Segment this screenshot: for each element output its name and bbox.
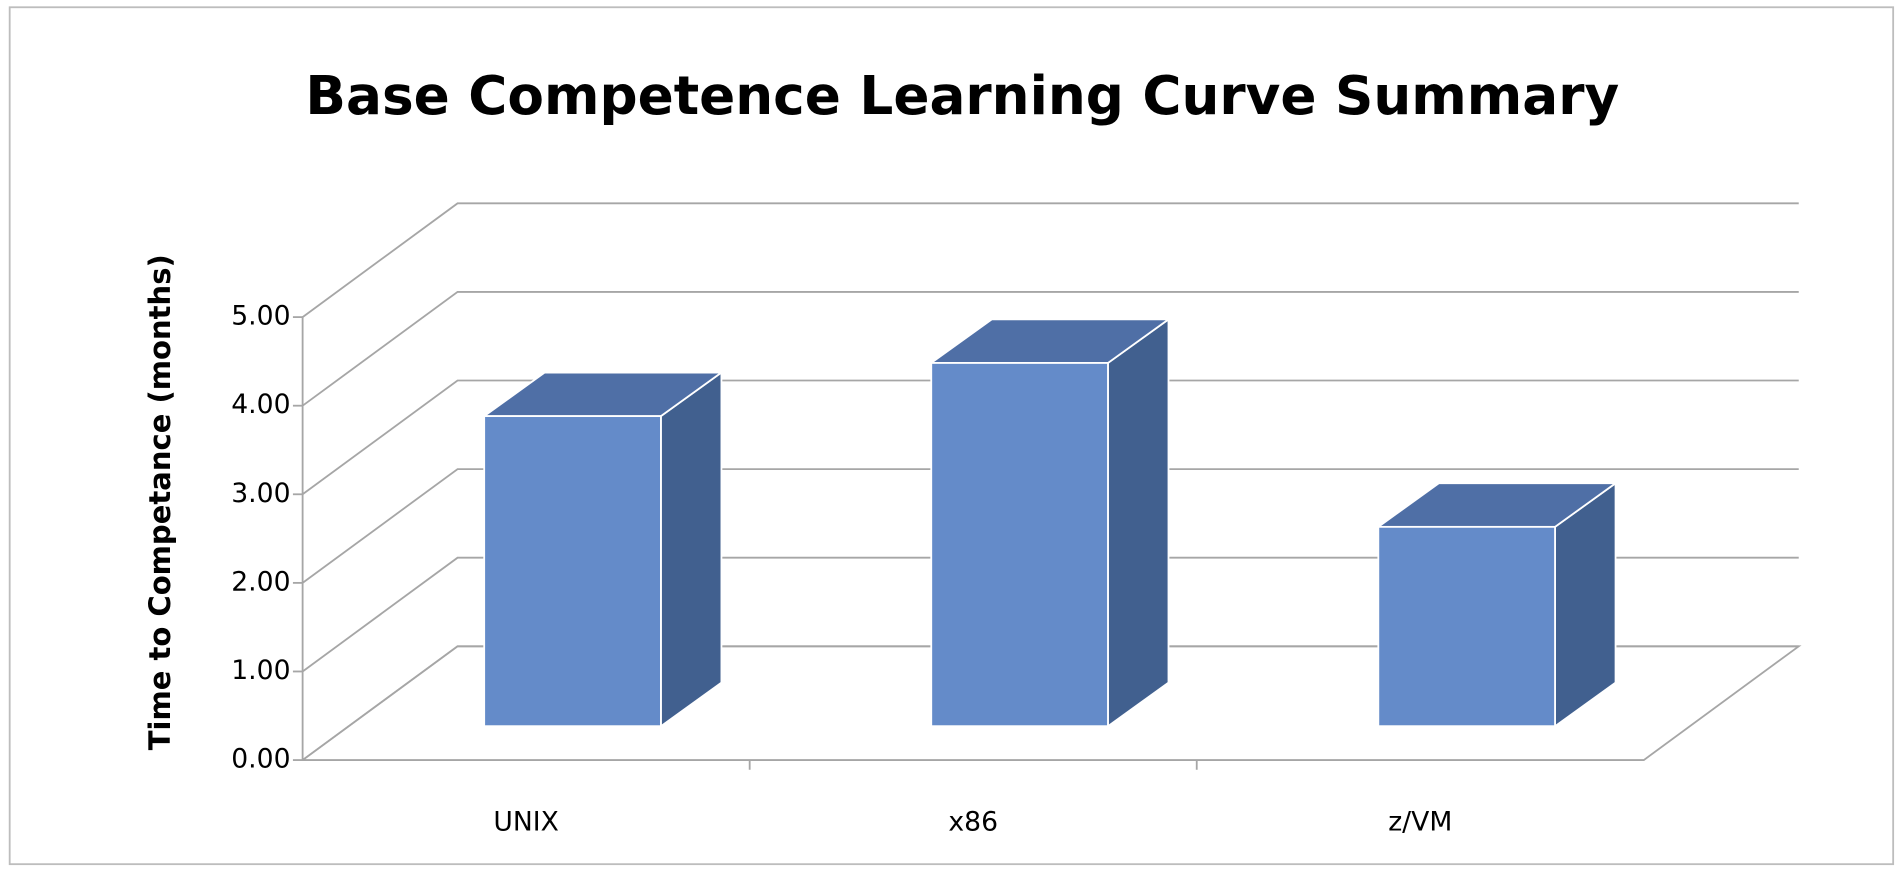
x-tick-label: z/VM xyxy=(1388,807,1452,838)
grid-line xyxy=(302,468,1799,584)
grid-line xyxy=(302,202,1799,318)
grid-line xyxy=(302,556,1799,673)
bar-side xyxy=(1107,317,1170,728)
y-axis-label: Time to Competance (months) xyxy=(143,254,177,750)
x-tick-label: x86 xyxy=(948,807,998,838)
x-tick-label: UNIX xyxy=(493,807,558,838)
grid-line xyxy=(302,291,1799,407)
y-tick-label: 0.00 xyxy=(231,744,290,775)
y-tick-label: 4.00 xyxy=(231,389,290,420)
bar-side xyxy=(660,370,723,728)
bar xyxy=(1377,525,1556,728)
grid-line xyxy=(302,645,1799,761)
bar xyxy=(483,415,662,728)
chart-title: Base Competence Learning Curve Summary xyxy=(305,65,1619,127)
bar xyxy=(930,362,1109,728)
y-tick-label: 2.00 xyxy=(231,566,290,597)
grid-line xyxy=(302,379,1799,496)
y-tick-label: 1.00 xyxy=(231,655,290,686)
y-tick-label: 5.00 xyxy=(231,301,290,332)
y-tick-label: 3.00 xyxy=(231,478,290,509)
